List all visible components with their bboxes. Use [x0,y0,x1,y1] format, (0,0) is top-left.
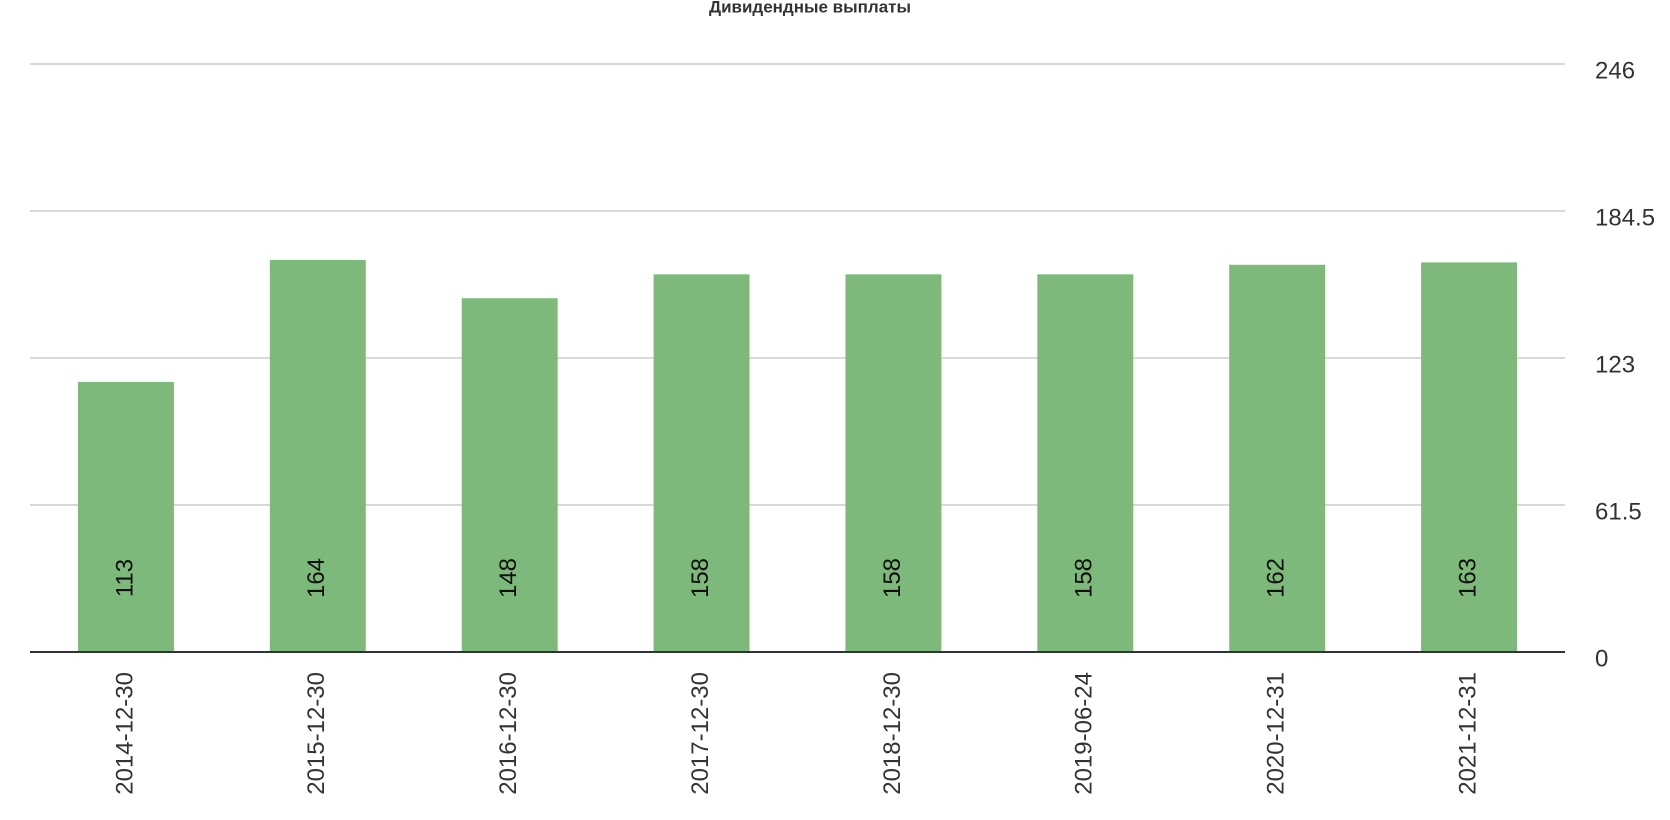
x-tick-label: 2021-12-31 [1454,672,1481,795]
value-label: 113 [111,559,138,597]
x-tick-label: 2020-12-31 [1263,672,1290,795]
x-tick-label: 2018-12-30 [879,672,906,795]
bar [461,298,558,652]
x-tick-label: 2017-12-30 [687,672,714,795]
x-tick-label: 2016-12-30 [495,672,522,795]
value-label: 162 [1263,558,1290,598]
value-label: 163 [1454,558,1481,598]
bar [1229,264,1326,652]
bar [1037,274,1134,652]
y-tick-label: 61.5 [1595,498,1642,525]
chart-title: Дивидендные выплаты [709,0,911,16]
x-tick-label: 2014-12-30 [111,672,138,795]
bar [269,260,366,652]
bar [653,274,750,652]
bar [845,274,942,652]
value-label: 158 [1071,558,1098,598]
y-tick-label: 184.5 [1595,204,1655,231]
bar [77,381,174,652]
y-tick-label: 0 [1595,645,1608,672]
x-tick-label: 2019-06-24 [1071,672,1098,795]
bar [1421,262,1518,652]
value-label: 158 [687,558,714,598]
x-tick-label: 2015-12-30 [303,672,330,795]
value-label: 148 [495,558,522,598]
value-label: 164 [303,558,330,598]
y-tick-label: 246 [1595,57,1635,84]
value-label: 158 [879,558,906,598]
y-tick-label: 123 [1595,351,1635,378]
